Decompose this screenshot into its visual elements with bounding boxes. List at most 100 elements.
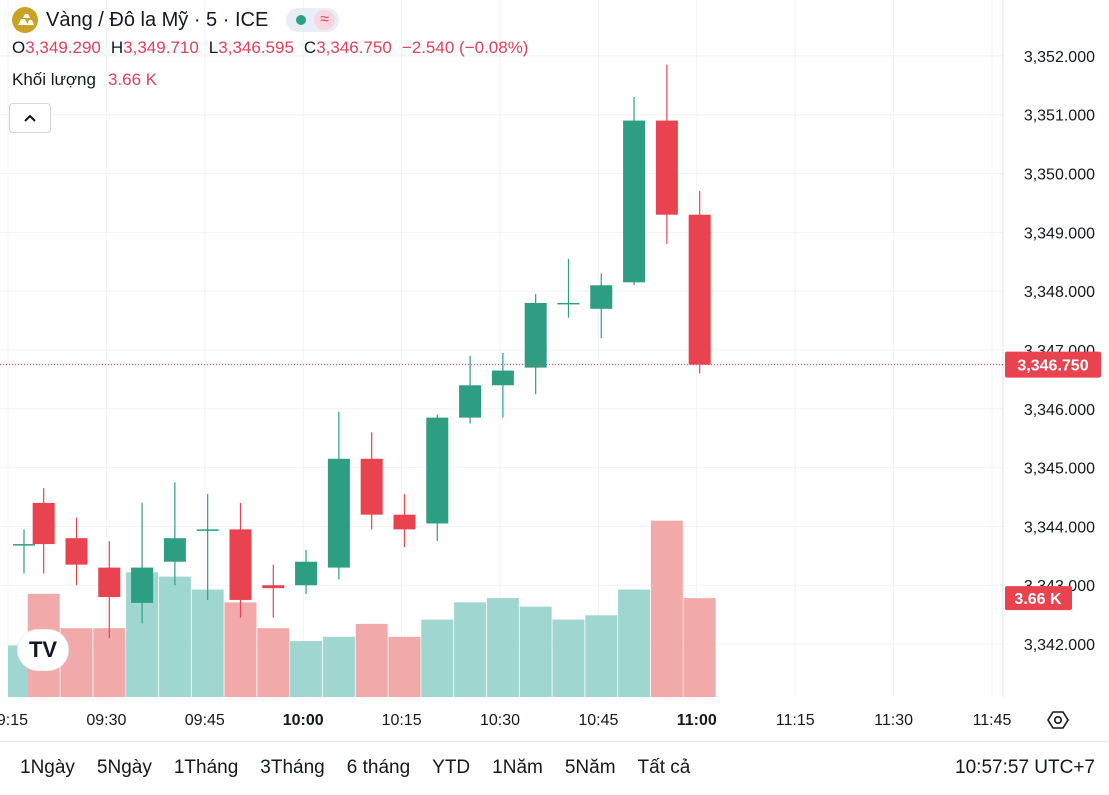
time-tick-label: 11:15 bbox=[776, 712, 815, 729]
open-label: O bbox=[12, 38, 26, 57]
volume-bar bbox=[519, 606, 552, 697]
range-all[interactable]: Tất cả bbox=[637, 757, 691, 778]
volume-bar bbox=[257, 628, 290, 697]
volume-bars bbox=[8, 520, 716, 697]
candle-body bbox=[623, 120, 646, 283]
range-3m[interactable]: 3Tháng bbox=[260, 757, 325, 778]
price-tick-label: 3,351.000 bbox=[1024, 108, 1095, 125]
price-tick-label: 3,348.000 bbox=[1024, 284, 1095, 301]
candle-body bbox=[426, 417, 449, 524]
range-1m[interactable]: 1Tháng bbox=[173, 757, 239, 778]
candle-body bbox=[163, 538, 186, 562]
price-tick-label: 3,346.000 bbox=[1024, 402, 1095, 419]
candle-body bbox=[557, 302, 580, 305]
volume-bar bbox=[585, 615, 618, 697]
symbol-title[interactable]: Vàng / Đô la Mỹ · 5 · ICE bbox=[46, 8, 269, 31]
volume-bar bbox=[191, 589, 224, 697]
volume-bar bbox=[93, 628, 126, 697]
price-tick-label: 3,345.000 bbox=[1024, 461, 1095, 478]
volume-bar bbox=[421, 619, 454, 697]
volume-legend: Khối lượng 3.66 K bbox=[12, 70, 157, 90]
time-tick-label: 10:00 bbox=[283, 712, 324, 729]
time-tick-label: 11:45 bbox=[973, 712, 1012, 729]
range-ytd[interactable]: YTD bbox=[432, 757, 471, 778]
tradingview-logo[interactable]: TV bbox=[18, 630, 68, 670]
range-1y[interactable]: 1Năm bbox=[492, 757, 543, 778]
candle-body bbox=[65, 538, 88, 565]
time-tick-label: 09:30 bbox=[86, 712, 126, 729]
candle-body bbox=[590, 285, 613, 309]
volume-bar bbox=[454, 602, 487, 697]
candles bbox=[13, 64, 711, 639]
volume-bar bbox=[650, 520, 683, 697]
change-value: −2.540 (−0.08%) bbox=[401, 38, 529, 57]
range-selector: 1Ngày 5Ngày 1Tháng 3Tháng 6 tháng YTD 1N… bbox=[20, 757, 712, 779]
candle-body bbox=[491, 370, 514, 386]
settings-icon[interactable] bbox=[1046, 708, 1070, 732]
candle-body bbox=[459, 385, 482, 418]
clock[interactable]: 10:57:57 UTC+7 bbox=[955, 757, 1095, 778]
time-tick-label: 09:15 bbox=[0, 712, 28, 729]
ohlc-legend: O 3,349.290 H 3,349.710 L 3,346.595 C 3,346.… bbox=[12, 38, 538, 58]
collapse-legend-button[interactable] bbox=[9, 103, 51, 133]
candle-body bbox=[98, 567, 121, 598]
volume-bar bbox=[486, 598, 519, 697]
candle-body bbox=[688, 214, 711, 365]
price-tick-label: 3,342.000 bbox=[1024, 637, 1095, 654]
volume-bar bbox=[355, 623, 388, 697]
volume-bar bbox=[224, 602, 257, 697]
chevron-up-icon bbox=[24, 114, 36, 122]
close-label: C bbox=[303, 38, 317, 57]
time-axis: 09:15 09:30 09:45 10:00 10:15 10:30 10:45 11:00… bbox=[0, 712, 1012, 729]
low-value: 3,346.595 bbox=[218, 38, 294, 57]
volume-bar bbox=[388, 636, 421, 697]
price-tick-label: 3,350.000 bbox=[1024, 167, 1095, 184]
range-6m[interactable]: 6 tháng bbox=[346, 757, 411, 778]
range-1d[interactable]: 1Ngày bbox=[20, 757, 75, 778]
range-5y[interactable]: 5Năm bbox=[564, 757, 616, 778]
time-tick-label: 10:30 bbox=[480, 712, 520, 729]
volume-bar bbox=[322, 636, 355, 697]
price-axis: 3,342.0003,343.0003,344.0003,345.0003,34… bbox=[0, 49, 1101, 654]
candle-body bbox=[196, 529, 219, 531]
volume-badge bbox=[1005, 586, 1072, 611]
last-price-badge bbox=[1005, 351, 1101, 378]
gold-icon bbox=[12, 7, 38, 33]
bottom-toolbar bbox=[0, 741, 1109, 795]
volume-label: Khối lượng bbox=[12, 70, 96, 89]
last-price-label: 3,346.750 bbox=[1017, 358, 1088, 375]
candle-body bbox=[13, 544, 35, 546]
price-tick-label: 3,344.000 bbox=[1024, 519, 1095, 536]
status-pill[interactable]: ≈ bbox=[286, 8, 340, 32]
time-tick-label: 11:00 bbox=[677, 712, 717, 729]
price-tick-label: 3,349.000 bbox=[1024, 225, 1095, 242]
candle-body bbox=[229, 529, 252, 600]
time-tick-label: 09:45 bbox=[185, 712, 225, 729]
volume-bar bbox=[60, 628, 93, 697]
volume-value: 3.66 K bbox=[107, 70, 158, 89]
candle-body bbox=[360, 458, 383, 515]
candle-body bbox=[524, 302, 547, 368]
volume-bar bbox=[552, 619, 585, 697]
time-tick-label: 11:30 bbox=[874, 712, 913, 729]
price-tick-label: 3,352.000 bbox=[1024, 49, 1095, 66]
range-5d[interactable]: 5Ngày bbox=[96, 757, 152, 778]
candle-body bbox=[131, 567, 154, 603]
time-tick-label: 10:15 bbox=[382, 712, 422, 729]
symbol-header[interactable]: Vàng / Đô la Mỹ · 5 · ICE ≈ bbox=[12, 6, 340, 34]
time-tick-label: 10:45 bbox=[578, 712, 618, 729]
volume-bar bbox=[290, 641, 323, 697]
market-open-dot-icon bbox=[296, 15, 307, 25]
wave-icon: ≈ bbox=[314, 10, 336, 30]
candle-body bbox=[393, 514, 416, 530]
candle-body bbox=[327, 458, 350, 568]
candle-body bbox=[32, 502, 55, 545]
open-value: 3,349.290 bbox=[25, 38, 101, 57]
candle-body bbox=[295, 561, 318, 586]
candle-body bbox=[262, 585, 285, 589]
volume-badge-label: 3.66 K bbox=[1014, 591, 1062, 608]
volume-bar bbox=[618, 589, 651, 697]
grid bbox=[0, 0, 1004, 697]
price-chart[interactable]: 3,342.0003,343.0003,344.0003,345.0003,34… bbox=[0, 0, 1109, 741]
candle-body bbox=[655, 120, 678, 215]
